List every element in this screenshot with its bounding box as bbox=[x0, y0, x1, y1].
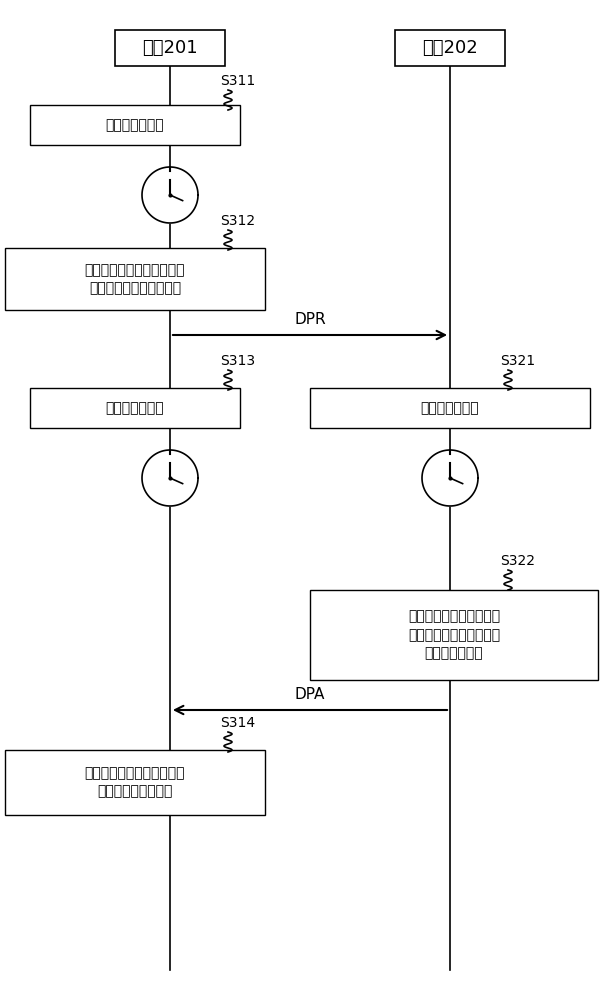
Bar bbox=[30, 105, 240, 145]
Bar bbox=[30, 388, 240, 428]
Bar bbox=[115, 30, 225, 66]
Polygon shape bbox=[142, 450, 198, 506]
Text: S312: S312 bbox=[220, 214, 255, 228]
Text: 第一定时器超时或发送队列
为空，发送断连请求消息: 第一定时器超时或发送队列 为空，发送断连请求消息 bbox=[85, 263, 185, 295]
Text: DPR: DPR bbox=[294, 312, 326, 327]
Text: 节点201: 节点201 bbox=[142, 39, 198, 57]
Text: S321: S321 bbox=[500, 354, 535, 368]
Text: 节点202: 节点202 bbox=[422, 39, 478, 57]
Bar bbox=[395, 30, 505, 66]
Text: 第三定时器超时或发送队
列和接收队列均为空，发
送断连回复消息: 第三定时器超时或发送队 列和接收队列均为空，发 送断连回复消息 bbox=[408, 610, 500, 660]
Text: 启动第二定时器: 启动第二定时器 bbox=[105, 401, 164, 415]
Polygon shape bbox=[422, 450, 478, 506]
Text: S313: S313 bbox=[220, 354, 255, 368]
Text: S322: S322 bbox=[500, 554, 535, 568]
Text: S314: S314 bbox=[220, 716, 255, 730]
Bar bbox=[5, 750, 265, 815]
Polygon shape bbox=[142, 167, 198, 223]
Bar bbox=[5, 248, 265, 310]
Text: S311: S311 bbox=[220, 74, 255, 88]
Text: 启动第三定时器: 启动第三定时器 bbox=[421, 401, 479, 415]
Text: DPA: DPA bbox=[295, 687, 325, 702]
Text: 第二定时器超时或收到断连
回复消息，关闭连接: 第二定时器超时或收到断连 回复消息，关闭连接 bbox=[85, 766, 185, 799]
Bar bbox=[310, 590, 598, 680]
Text: 启动第一定时器: 启动第一定时器 bbox=[105, 118, 164, 132]
Bar bbox=[310, 388, 590, 428]
